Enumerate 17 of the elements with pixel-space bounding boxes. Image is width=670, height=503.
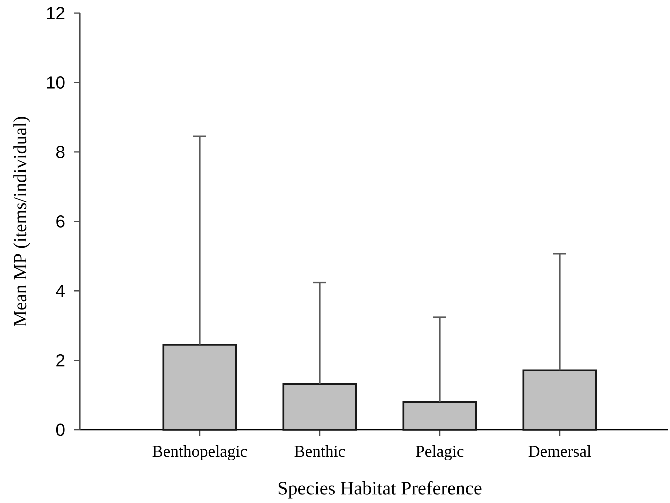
- y-tick-label: 6: [56, 215, 65, 228]
- y-tick-label: 10: [47, 76, 65, 89]
- bar: [282, 383, 358, 431]
- y-axis-title: Mean MP (items/individual): [14, 117, 30, 326]
- y-tick-label: 4: [56, 285, 65, 298]
- x-tick-label: Pelagic: [416, 446, 464, 461]
- bar: [522, 370, 598, 431]
- x-axis-title: Species Habitat Preference: [278, 481, 482, 499]
- x-tick-label: Benthopelagic: [152, 446, 248, 461]
- y-tick-label: 2: [56, 354, 65, 367]
- x-tick-label: Demersal: [528, 446, 592, 458]
- y-tick-label: 0: [56, 424, 65, 436]
- y-tick-label: 8: [56, 146, 65, 158]
- y-tick-label: 12: [47, 7, 65, 20]
- bar: [402, 401, 478, 431]
- x-tick-label: Benthic: [294, 446, 346, 458]
- bar: [162, 344, 238, 431]
